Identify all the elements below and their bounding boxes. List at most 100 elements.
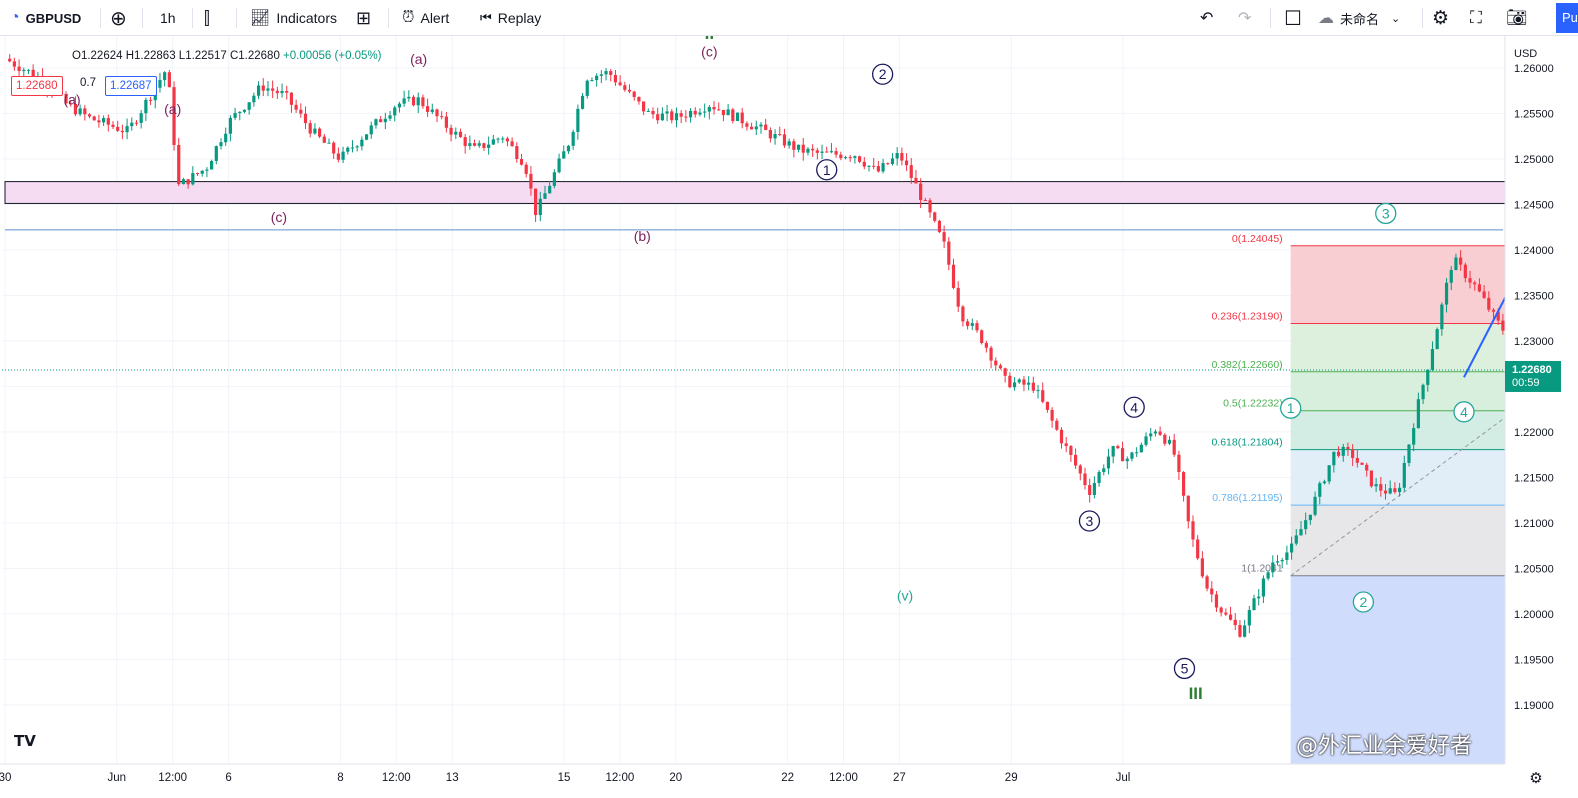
axis-settings-gear-icon[interactable]: ⚙︎ — [1529, 769, 1542, 787]
candle-body — [909, 165, 913, 178]
candle-body — [318, 128, 322, 137]
wave-label[interactable]: (a) — [410, 51, 427, 67]
fib-level-label: 0.382(1.22660) — [1211, 359, 1282, 371]
sell-price-button[interactable]: 1.22680 — [11, 76, 63, 96]
snapshot-button[interactable]: 📷︎ — [1506, 0, 1534, 36]
candle-body — [369, 125, 373, 135]
candle-body — [139, 113, 143, 123]
undo-button[interactable]: ↶ — [1200, 0, 1219, 36]
candle-body — [670, 111, 674, 121]
wave-label[interactable]: (a) — [64, 92, 81, 108]
candle-body — [688, 110, 693, 118]
indicators-icon: 📈︎ — [250, 10, 271, 27]
layout-select-button[interactable]: ☐ — [1284, 0, 1308, 36]
candle-body — [712, 107, 716, 110]
currency-label[interactable]: USD — [1514, 48, 1537, 60]
settings-button[interactable]: ⚙︎ — [1432, 0, 1455, 36]
symbol-search-button[interactable]: ◔ GBPUSD — [10, 0, 81, 36]
candle-body — [1116, 446, 1120, 449]
wave-label[interactable]: 3 — [1086, 513, 1094, 529]
candle-body — [1468, 278, 1472, 283]
indicators-button[interactable]: 📈︎ Indicators — [250, 0, 337, 36]
wave-label[interactable]: 3 — [1382, 205, 1390, 221]
time-tick-label: Jul — [1116, 772, 1131, 784]
legend-low: L1.22517 — [178, 50, 227, 62]
candle-body — [862, 161, 866, 167]
candle-body — [1111, 446, 1115, 457]
candle-body — [299, 109, 303, 114]
candle-body — [158, 79, 162, 88]
replay-button[interactable]: ⏮︎ Replay — [480, 0, 541, 36]
candle-body — [1149, 433, 1153, 437]
chart-type-button[interactable]: ⫿ — [204, 0, 216, 36]
candle-body — [843, 157, 848, 159]
fib-level-label: 0.5(1.22232) — [1223, 398, 1283, 410]
wave-label[interactable]: III — [1189, 684, 1203, 703]
alert-button[interactable]: ⏰︎ Alert — [402, 0, 449, 36]
candle-body — [477, 143, 481, 146]
candle-body — [642, 101, 646, 112]
wave-label[interactable]: (v) — [897, 588, 913, 604]
price-tick-label: 1.21500 — [1514, 472, 1554, 484]
wave-label[interactable]: (a) — [164, 101, 181, 117]
resistance-zone-rect[interactable] — [4, 181, 1578, 204]
legend-open: O1.22624 — [72, 50, 123, 62]
wave-label[interactable]: 4 — [1130, 399, 1138, 415]
candle-body — [703, 111, 707, 113]
wave-circle — [1280, 397, 1302, 419]
fullscreen-button[interactable]: ⛶ — [1470, 0, 1488, 36]
candle-body — [942, 232, 946, 242]
compare-button[interactable]: ⊕ — [110, 0, 133, 36]
candle-body — [106, 118, 110, 125]
candle-body — [1374, 484, 1378, 487]
wave-label[interactable]: 4 — [1460, 404, 1468, 420]
candle-body — [482, 143, 486, 148]
price-tick-label: 1.23500 — [1514, 290, 1554, 302]
candle-body — [332, 142, 336, 154]
candle-body — [1130, 452, 1134, 459]
wave-label[interactable]: (c) — [271, 209, 287, 225]
publish-button[interactable]: Pu — [1556, 3, 1578, 33]
candle-body — [759, 124, 763, 127]
wave-label[interactable]: 1 — [823, 162, 831, 178]
price-chart[interactable]: 0(1.24045) 0.236(1.23190) 0.382(1.22660) 0.… — [0, 36, 1578, 798]
time-axis[interactable]: 30 Jun 12:00 6 8 12:00 13 15 12:00 20 22 12:00 27 29 J… — [0, 763, 1578, 798]
candle-body — [914, 177, 918, 184]
candle-body — [848, 157, 852, 159]
candle-body — [449, 127, 453, 135]
candle-body — [1243, 625, 1247, 637]
wave-circle — [816, 159, 838, 181]
legend-close: C1.22680 — [229, 50, 280, 62]
buy-price-button[interactable]: 1.22687 — [105, 76, 157, 96]
redo-button[interactable]: ↷ — [1238, 0, 1257, 36]
candle-body — [590, 80, 594, 82]
candle-body — [26, 69, 31, 71]
candle-body — [440, 116, 444, 118]
save-layout-button[interactable]: ☁︎ 未命名 ⌄ — [1318, 0, 1406, 36]
candle-body — [1402, 462, 1406, 488]
candle-body — [346, 147, 350, 152]
resistance-zone[interactable] — [4, 181, 1578, 231]
wave-label[interactable]: 5 — [1181, 660, 1189, 676]
candle-body — [1430, 349, 1435, 370]
candle-body — [1449, 270, 1453, 283]
templates-button[interactable]: ⊞ — [356, 0, 377, 36]
wave-label[interactable]: II — [705, 36, 714, 43]
candle-body — [937, 220, 942, 233]
wave-label[interactable]: 2 — [1359, 594, 1367, 610]
wave-label[interactable]: (b) — [634, 228, 651, 244]
candle-body — [12, 61, 16, 67]
price-axis[interactable]: USD 1.26000 1.25500 1.25000 1.24500 1.24000 1.… — [1504, 36, 1578, 798]
interval-button[interactable]: 1h — [160, 0, 176, 36]
add-circle-icon: ⊕ — [110, 7, 127, 30]
wave-label[interactable]: 2 — [879, 66, 887, 82]
candle-body — [1027, 382, 1031, 385]
candle-body — [421, 97, 425, 107]
candle-body — [693, 110, 697, 115]
wave-label[interactable]: (c) — [701, 43, 717, 59]
candle-body — [1388, 488, 1392, 494]
wave-label[interactable]: 1 — [1287, 400, 1295, 416]
candle-body — [890, 158, 895, 164]
candle-body — [252, 95, 256, 103]
candle-body — [1280, 560, 1284, 562]
